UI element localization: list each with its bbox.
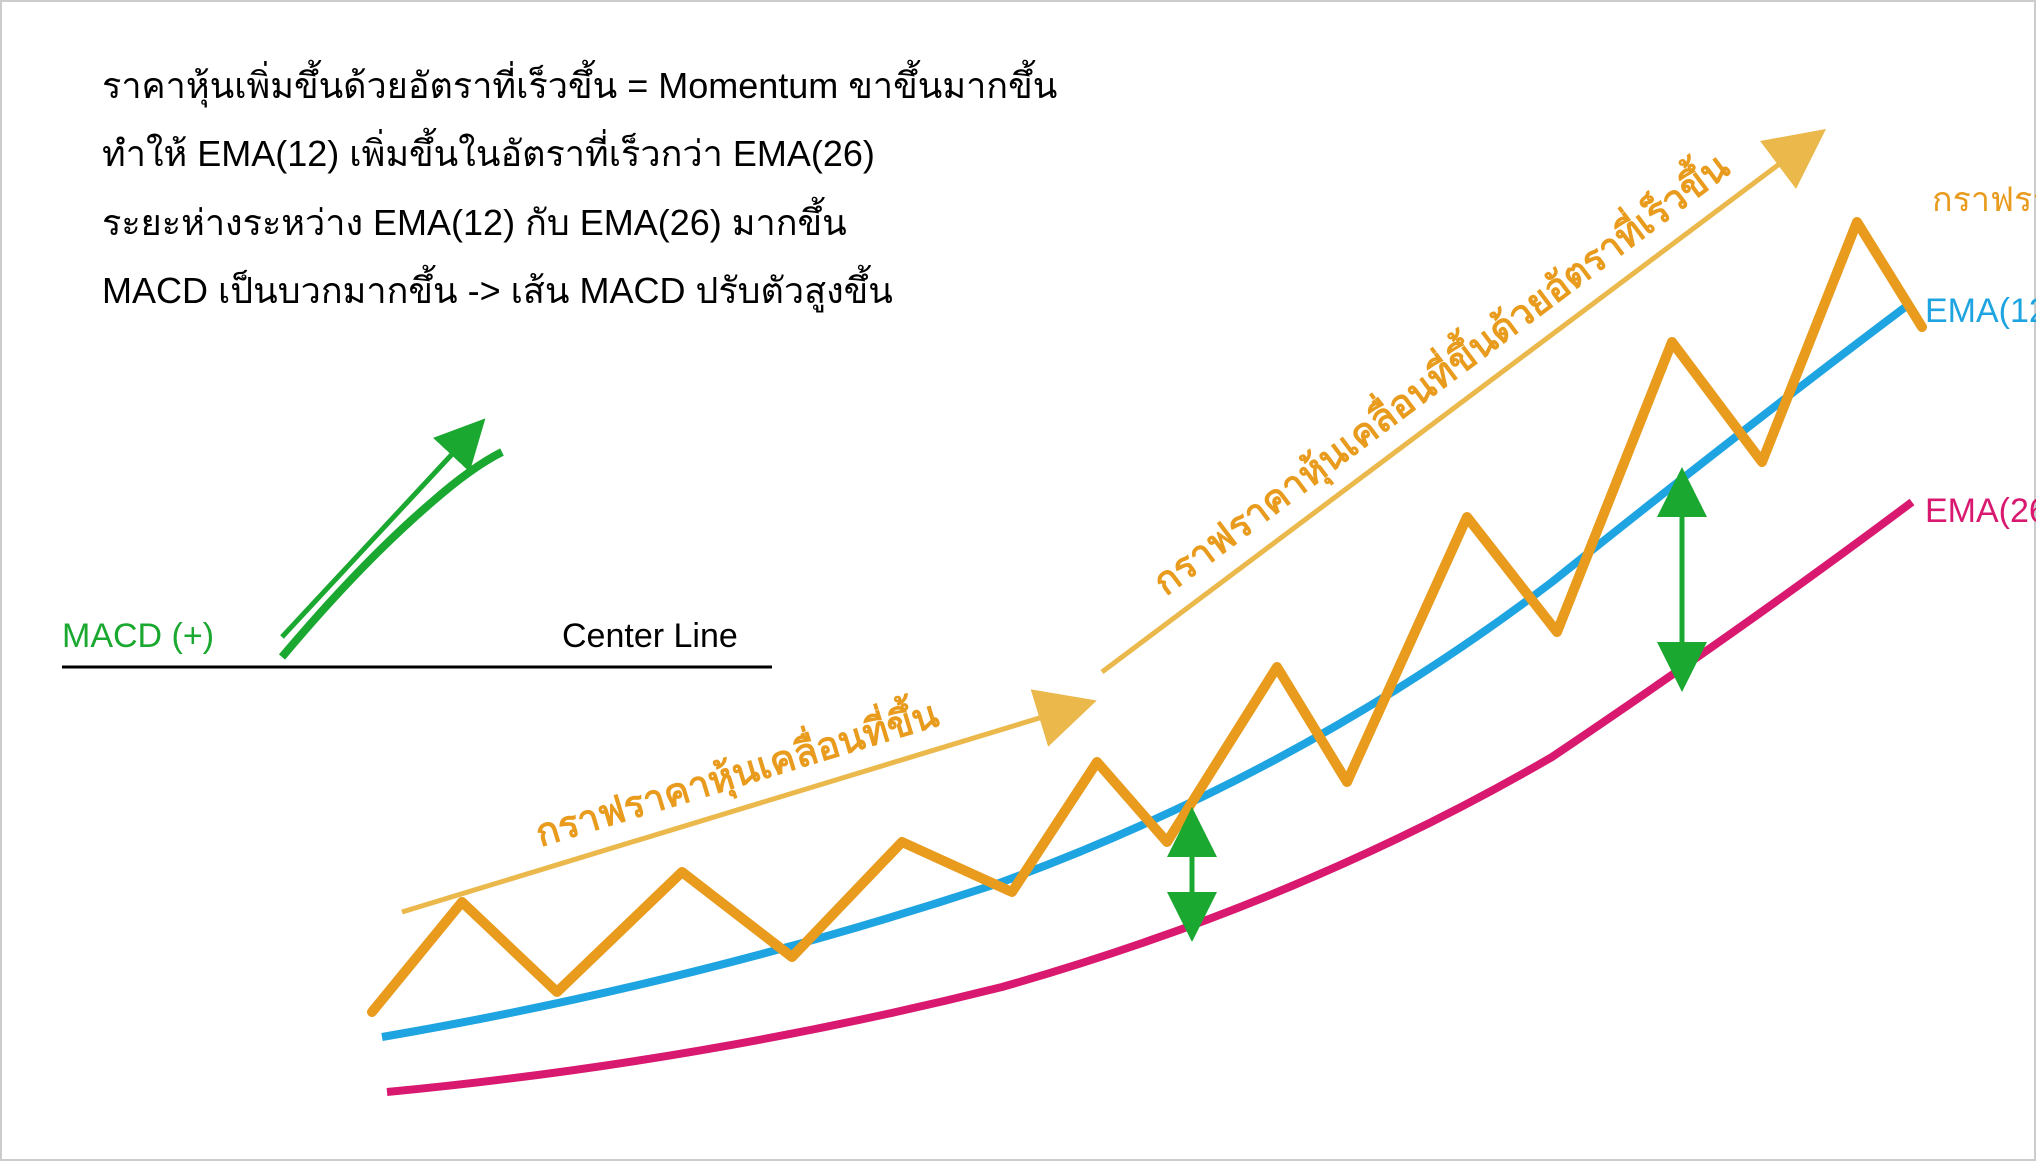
price-line-label: กราฟราคาหุ้น [1932,172,2036,226]
ema12-line [382,302,1912,1037]
center-line-label: Center Line [562,617,738,656]
ema26-label: EMA(26) [1925,492,2036,531]
explanation-block: ราคาหุ้นเพิ่มขึ้นด้วยอัตราที่เร็วขึ้น = … [102,52,1057,326]
explain-line-4: MACD เป็นบวกมากขึ้น -> เส้น MACD ปรับตัว… [102,257,1057,325]
explain-line-2: ทำให้ EMA(12) เพิ่มขึ้นในอัตราที่เร็วกว่… [102,120,1057,188]
explain-line-1: ราคาหุ้นเพิ่มขึ้นด้วยอัตราที่เร็วขึ้น = … [102,52,1057,120]
trend-label-1: กราฟราคาหุ้นเคลื่อนที่ขึ้น [528,686,944,858]
explain-line-3: ระยะห่างระหว่าง EMA(12) กับ EMA(26) มากข… [102,189,1057,257]
trend-arrow-2-icon [1102,132,1822,672]
trend-label-2: กราฟราคาหุ้นเคลื่อนที่ขึ้นด้วยอัตราที่เร… [1141,139,1739,605]
trend-arrow-1-icon [402,702,1092,912]
macd-curve [282,452,502,657]
macd-positive-label: MACD (+) [62,617,214,656]
diagram-container: ราคาหุ้นเพิ่มขึ้นด้วยอัตราที่เร็วขึ้น = … [2,2,2034,1159]
ema12-label: EMA(12) [1925,292,2036,331]
macd-arrow-icon [282,422,482,637]
ema26-line [387,502,1912,1092]
